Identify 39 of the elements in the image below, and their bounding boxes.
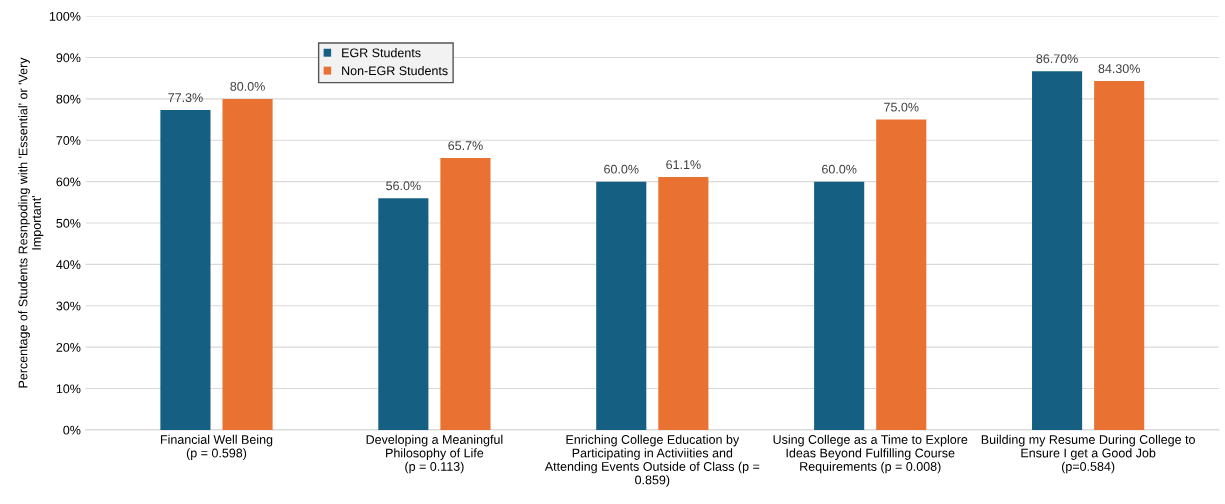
- bar: [222, 98, 273, 430]
- legend-label: Non-EGR Students: [342, 65, 448, 76]
- data-label: 84.30%: [1098, 64, 1140, 74]
- x-tick-label: Enriching College Education by Participating in Activiities and Attending Events Outside of Class (p = 0.859): [544, 434, 760, 487]
- bar: [1032, 71, 1083, 430]
- data-label: 60.0%: [604, 164, 639, 174]
- y-tick-label: 40%: [56, 260, 81, 270]
- bar: [440, 158, 491, 430]
- y-tick-label: 100%: [49, 11, 81, 21]
- legend-label: EGR Students: [342, 48, 421, 58]
- y-tick-label: 10%: [56, 384, 81, 394]
- y-tick-label: 70%: [56, 136, 81, 145]
- bar: [814, 181, 865, 430]
- bar: [378, 198, 429, 430]
- data-label: 75.0%: [884, 102, 919, 112]
- bar: [596, 181, 647, 430]
- bar: [160, 110, 211, 430]
- y-tick-label: 80%: [56, 94, 81, 104]
- x-tick-label: Building my Resume During College to Ensure I get a Good Job (p=0.584): [981, 434, 1195, 474]
- data-label: 86.70%: [1036, 54, 1078, 64]
- x-tick-label: Developing a Meaningful Philosophy of Life (p = 0.113): [366, 434, 503, 474]
- data-label: 65.7%: [448, 141, 483, 151]
- x-tick-label: Using College as a Time to Explore Ideas Beyond Fulfilling Course Requirements (p = 0.008): [773, 434, 968, 474]
- data-label: 80.0%: [230, 82, 265, 91]
- bar: [876, 119, 927, 430]
- y-tick-label: 30%: [56, 301, 81, 311]
- y-tick-label: 20%: [56, 342, 81, 352]
- y-tick-label: 50%: [56, 218, 81, 228]
- data-label: 60.0%: [822, 164, 857, 174]
- data-label: 56.0%: [386, 181, 421, 191]
- y-axis-title: Percentage of Students Resnpoding with 'Essential' or 'Very Important': [18, 57, 44, 388]
- data-label: 77.3%: [168, 93, 203, 103]
- x-tick-label: Financial Well Being (p = 0.598): [161, 434, 273, 460]
- data-label: 61.1%: [666, 160, 701, 170]
- y-tick-label: 90%: [56, 53, 81, 63]
- bar: [658, 177, 709, 430]
- y-tick-label: 60%: [56, 177, 81, 187]
- bar: [1094, 81, 1145, 430]
- y-tick-label: 0%: [63, 425, 81, 435]
